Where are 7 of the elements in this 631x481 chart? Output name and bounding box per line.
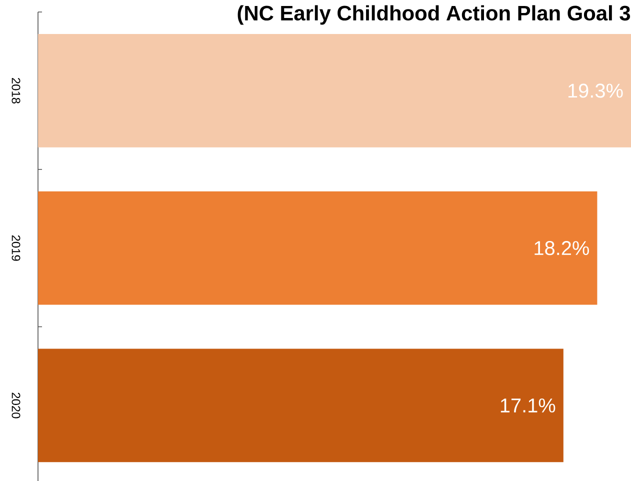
data-label: 18.2% <box>534 241 589 256</box>
y-tick-label: 2019 <box>12 235 20 261</box>
data-label: 17.1% <box>500 398 556 412</box>
y-tick-label: 2020 <box>12 392 20 418</box>
chart-title: (NC Early Childhood Action Plan Goal 3 <box>238 5 630 25</box>
y-tick-label: 2018 <box>12 78 20 104</box>
data-label: 19.3% <box>568 84 623 98</box>
